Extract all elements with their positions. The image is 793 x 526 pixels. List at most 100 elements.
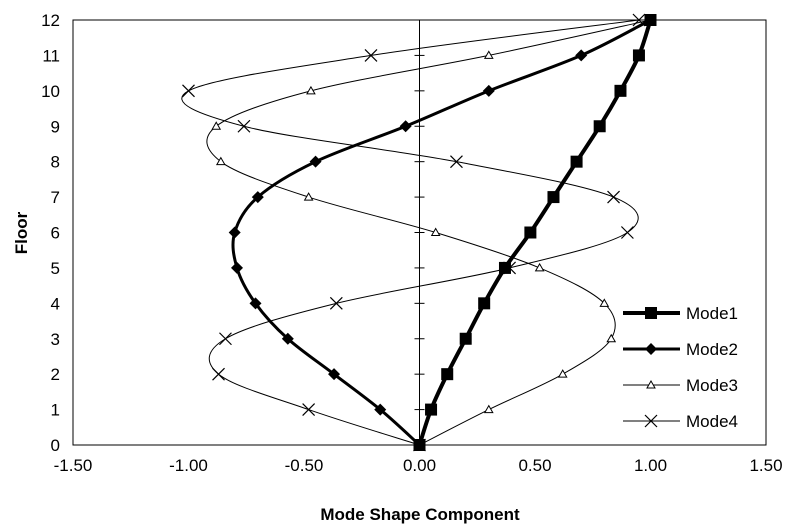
mode3-point bbox=[215, 156, 226, 166]
series-layer bbox=[181, 13, 657, 452]
y-tick-label: 7 bbox=[51, 188, 60, 207]
y-tick-label: 11 bbox=[42, 46, 60, 65]
mode4-point-stroke bbox=[620, 226, 634, 239]
legend-label: Mode3 bbox=[686, 376, 738, 395]
y-tick-label: 3 bbox=[51, 330, 60, 349]
mode2-point bbox=[399, 120, 412, 133]
mode2-point bbox=[281, 332, 294, 345]
mode1-point bbox=[632, 49, 645, 62]
mode2-point bbox=[575, 49, 588, 62]
mode4-point-stroke bbox=[607, 190, 620, 204]
legend-swatch-marker bbox=[646, 379, 656, 389]
legend-item-mode4: Mode4 bbox=[623, 412, 738, 431]
mode1-point bbox=[644, 14, 657, 26]
mode4-point bbox=[329, 296, 343, 310]
x-tick-label: 0.00 bbox=[403, 456, 436, 475]
x-tick-label: -1.50 bbox=[54, 456, 93, 475]
y-axis-title: Floor bbox=[12, 211, 31, 254]
mode4-point bbox=[237, 119, 251, 133]
mode3-point bbox=[303, 192, 314, 201]
y-tick-label: 0 bbox=[51, 436, 60, 455]
mode1-point bbox=[425, 403, 438, 416]
mode4-point-stroke bbox=[329, 296, 343, 310]
legend-item-mode2: Mode2 bbox=[623, 340, 738, 359]
mode1-point bbox=[498, 261, 511, 274]
x-tick-label: 0.50 bbox=[518, 456, 551, 475]
mode4-point-stroke bbox=[237, 119, 251, 133]
y-tick-label: 1 bbox=[51, 401, 60, 420]
mode2-point bbox=[374, 403, 387, 416]
legend-swatch-marker bbox=[645, 343, 657, 355]
mode4-point-stroke bbox=[212, 367, 225, 381]
mode1-point bbox=[459, 332, 472, 345]
mode4-point bbox=[450, 155, 463, 169]
x-axis-ticks: -1.50 -1.00 -0.50 0.00 0.50 1.00 1.50 bbox=[54, 456, 783, 475]
mode2-point bbox=[309, 155, 322, 168]
mode2-point bbox=[231, 261, 244, 274]
legend-box bbox=[617, 293, 760, 441]
legend-swatch-marker bbox=[644, 414, 658, 428]
y-tick-label: 5 bbox=[51, 259, 60, 278]
legend-item-mode1: Mode1 bbox=[623, 304, 738, 323]
mode2-point bbox=[251, 191, 264, 204]
mode4-point bbox=[620, 226, 634, 239]
y-tick-label: 2 bbox=[51, 365, 60, 384]
mode3-point bbox=[599, 298, 610, 307]
legend-label: Mode4 bbox=[686, 412, 738, 431]
mode4-point-stroke bbox=[302, 403, 316, 417]
mode2-point bbox=[228, 226, 241, 239]
mode3-point bbox=[534, 262, 545, 272]
legend-swatch-marker bbox=[645, 307, 657, 319]
legend-label: Mode1 bbox=[686, 304, 738, 323]
x-tick-label: 1.50 bbox=[749, 456, 782, 475]
mode1-point bbox=[524, 226, 537, 239]
y-tick-label: 8 bbox=[51, 153, 60, 172]
mode4-point-stroke bbox=[219, 332, 232, 346]
y-tick-label: 10 bbox=[41, 82, 60, 101]
mode4-point bbox=[302, 403, 316, 417]
mode1-point bbox=[570, 155, 583, 168]
mode4-point bbox=[212, 367, 225, 381]
x-tick-label: -0.50 bbox=[285, 456, 324, 475]
mode3-point bbox=[483, 50, 494, 59]
mode1-point bbox=[441, 368, 454, 381]
mode3-point bbox=[430, 227, 441, 236]
mode1-point bbox=[547, 191, 560, 204]
legend-item-mode3: Mode3 bbox=[623, 376, 738, 395]
mode4-point-stroke bbox=[632, 13, 646, 27]
mode3-line bbox=[206, 19, 651, 446]
mode4-point bbox=[607, 190, 620, 204]
mode4-point-stroke bbox=[450, 155, 463, 169]
y-tick-label: 9 bbox=[51, 117, 60, 136]
y-tick-label: 6 bbox=[51, 224, 60, 243]
y-tick-label: 4 bbox=[51, 294, 60, 313]
legend: Mode1 Mode2 Mode3 Mode4 bbox=[617, 293, 760, 441]
legend-label: Mode2 bbox=[686, 340, 738, 359]
mode3-point bbox=[211, 121, 222, 130]
mode1-point bbox=[413, 439, 426, 451]
mode3-point bbox=[557, 369, 568, 378]
series-mode1 bbox=[413, 14, 657, 451]
mode3-point bbox=[306, 85, 316, 95]
mode4-point bbox=[219, 332, 232, 346]
mode1-point bbox=[593, 120, 606, 133]
mode1-point bbox=[478, 297, 491, 310]
mode4-point-stroke bbox=[364, 48, 378, 62]
mode3-point bbox=[606, 333, 617, 343]
mode3-point bbox=[483, 404, 494, 414]
x-tick-label: -1.00 bbox=[169, 456, 208, 475]
mode2-point bbox=[328, 368, 341, 381]
mode1-point bbox=[614, 84, 627, 97]
x-tick-label: 1.00 bbox=[634, 456, 667, 475]
mode4-point-stroke bbox=[182, 84, 195, 98]
mode2-point bbox=[482, 84, 495, 97]
x-axis-title: Mode Shape Component bbox=[320, 505, 520, 524]
mode2-point bbox=[249, 297, 262, 310]
zero-axis bbox=[414, 19, 425, 446]
mode4-point bbox=[182, 84, 195, 98]
y-tick-label: 12 bbox=[41, 11, 60, 30]
legend-swatch-marker-stroke bbox=[644, 414, 658, 428]
mode4-point bbox=[364, 48, 378, 62]
